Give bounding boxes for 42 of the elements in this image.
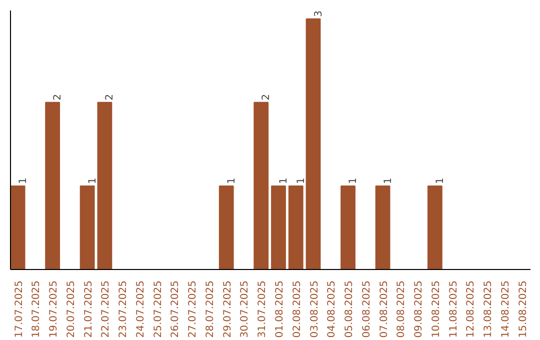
x-tick-label: 26.07.2025 bbox=[170, 280, 182, 338]
x-tick-label: 18.07.2025 bbox=[31, 280, 42, 338]
x-tick-label: 23.07.2025 bbox=[118, 280, 130, 338]
x-tick-label: 21.07.2025 bbox=[83, 280, 94, 338]
x-tick-label: 30.07.2025 bbox=[240, 280, 251, 338]
data-label: 1 bbox=[226, 178, 238, 184]
data-label: 2 bbox=[261, 94, 272, 100]
data-label: 1 bbox=[434, 178, 446, 184]
x-tick-label: 27.07.2025 bbox=[188, 280, 199, 338]
x-tick-label: 24.07.2025 bbox=[135, 280, 146, 338]
data-label: 2 bbox=[52, 94, 64, 100]
x-tick-label: 02.08.2025 bbox=[292, 280, 303, 338]
x-tick-label: 10.08.2025 bbox=[430, 280, 442, 338]
x-tick-label: 19.07.2025 bbox=[48, 280, 60, 338]
x-tick-label: 12.08.2025 bbox=[466, 280, 477, 338]
x-tick-label: 07.08.2025 bbox=[378, 280, 390, 338]
x-tick-label: 29.07.2025 bbox=[222, 280, 234, 338]
x-tick-label: 01.08.2025 bbox=[274, 280, 286, 338]
x-tick-label: 09.08.2025 bbox=[414, 280, 425, 338]
x-tick-label: 22.07.2025 bbox=[100, 280, 112, 338]
data-label: 1 bbox=[382, 178, 394, 184]
x-tick-label: 17.07.2025 bbox=[14, 280, 25, 338]
data-label: 1 bbox=[296, 178, 307, 184]
data-label: 1 bbox=[87, 178, 98, 184]
x-tick-label: 25.07.2025 bbox=[152, 280, 164, 338]
x-tick-label: 08.08.2025 bbox=[396, 280, 408, 338]
data-label: 1 bbox=[18, 178, 29, 184]
x-tick-label: 15.08.2025 bbox=[518, 280, 529, 338]
x-tick-label: 04.08.2025 bbox=[326, 280, 338, 338]
x-tick-label: 14.08.2025 bbox=[500, 280, 512, 338]
data-label: 1 bbox=[348, 178, 360, 184]
x-tick-label: 20.07.2025 bbox=[66, 280, 77, 338]
data-label: 2 bbox=[104, 94, 116, 100]
x-tick-label: 13.08.2025 bbox=[483, 280, 494, 338]
x-tick-label: 28.07.2025 bbox=[204, 280, 216, 338]
data-label: 3 bbox=[313, 10, 324, 17]
x-tick-label: 05.08.2025 bbox=[344, 280, 356, 338]
data-label: 1 bbox=[278, 178, 290, 184]
x-tick-label: 06.08.2025 bbox=[361, 280, 372, 338]
x-tick-label: 11.08.2025 bbox=[448, 280, 460, 338]
x-tick-label: 31.07.2025 bbox=[257, 280, 268, 338]
x-tick-label: 03.08.2025 bbox=[309, 280, 320, 338]
